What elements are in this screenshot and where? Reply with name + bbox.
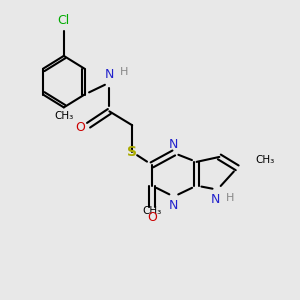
Text: N: N (169, 199, 178, 212)
Text: Cl: Cl (58, 14, 70, 27)
Text: CH₃: CH₃ (54, 111, 74, 122)
Text: CH₃: CH₃ (142, 206, 162, 217)
Text: N: N (105, 68, 114, 81)
Text: H: H (226, 193, 235, 202)
Text: S: S (127, 145, 137, 159)
Text: N: N (169, 138, 178, 151)
Text: N: N (211, 193, 220, 206)
Text: CH₃: CH₃ (255, 155, 274, 165)
Text: H: H (120, 67, 129, 77)
Text: O: O (76, 121, 85, 134)
Text: O: O (147, 212, 157, 224)
